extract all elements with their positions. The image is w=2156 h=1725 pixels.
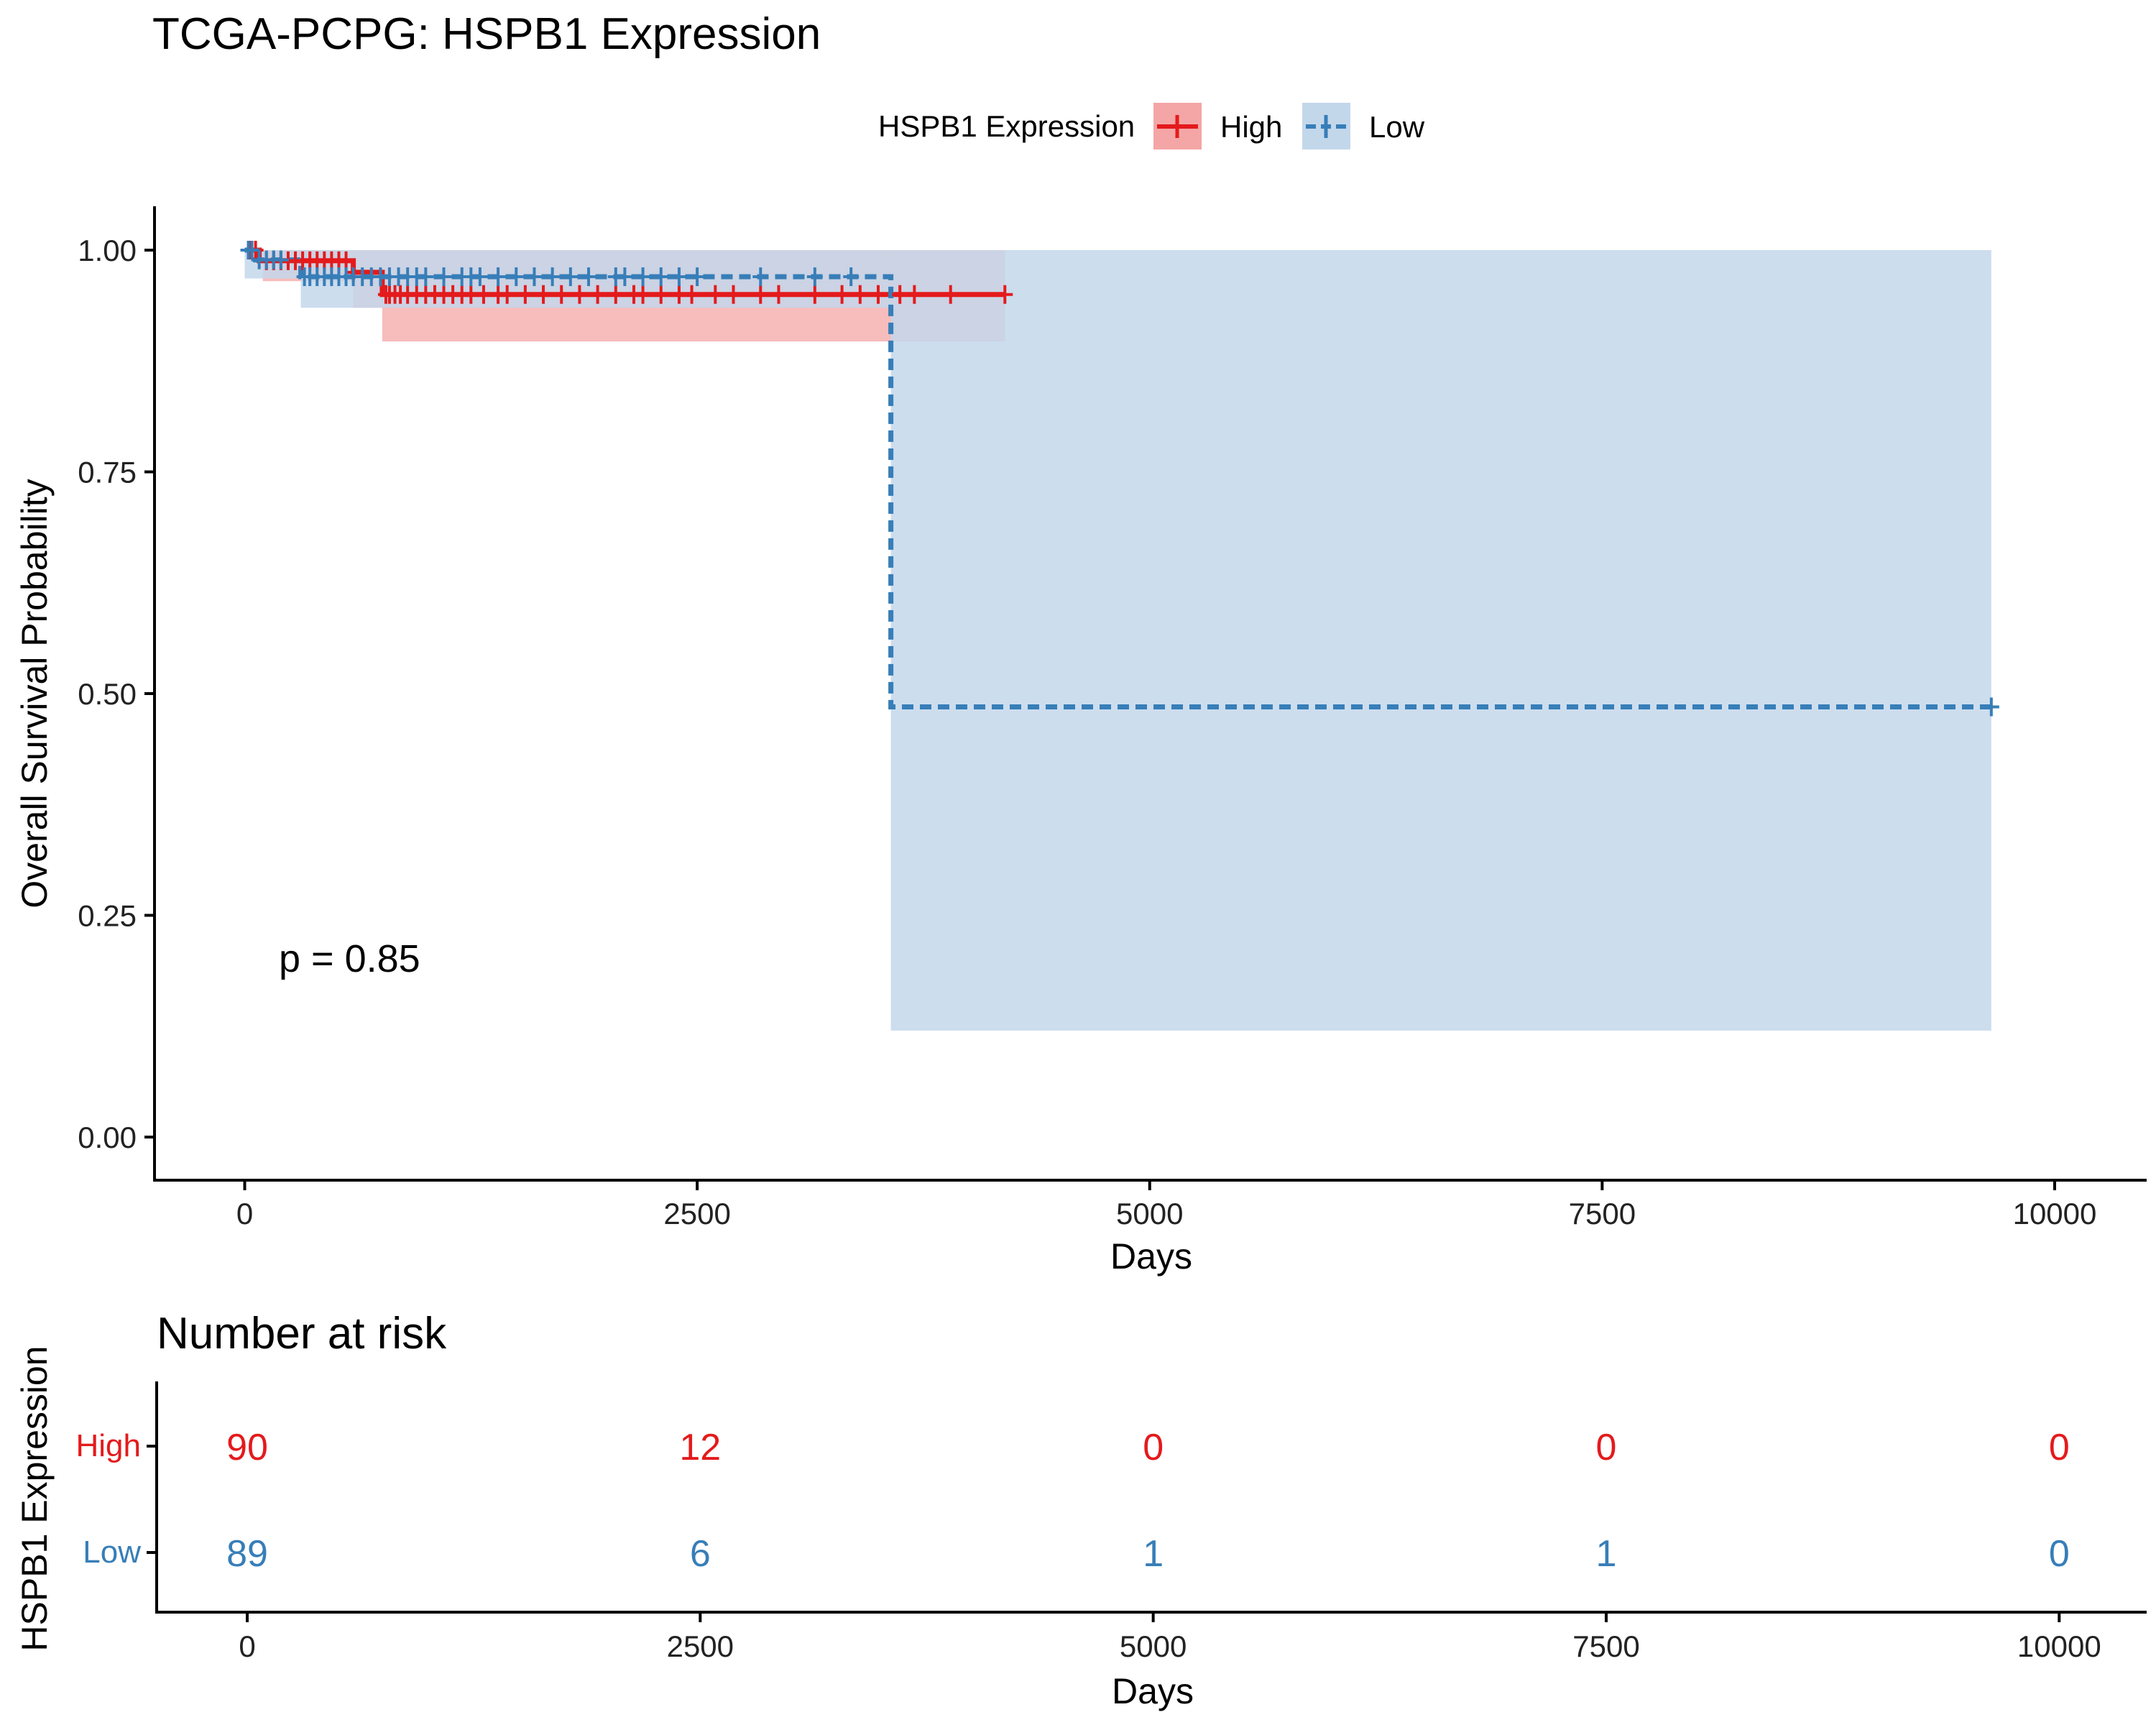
censor-mark-low-39 [806, 267, 823, 287]
censor-mark-low-1 [244, 241, 260, 259]
legend-key-high [1153, 103, 1202, 150]
censor-mark-high-50 [906, 285, 923, 304]
censor-mark-low-36 [671, 267, 687, 287]
risk-value-high-0: 90 [226, 1427, 268, 1468]
risk-value-high-3: 0 [1596, 1427, 1617, 1468]
risk-x-tick-label-2: 5000 [1120, 1629, 1187, 1663]
censor-mark-high-41 [707, 285, 724, 304]
censor-mark-high-47 [852, 285, 868, 304]
censor-mark-high-34 [589, 285, 606, 304]
censor-mark-high-52 [997, 285, 1013, 304]
censor-mark-high-40 [683, 285, 700, 304]
censor-mark-high-29 [499, 285, 515, 304]
chart-title: TCGA-PCPG: HSPB1 Expression [152, 9, 821, 59]
risk-x-tick-label-1: 2500 [667, 1629, 734, 1663]
y-axis-label: Overall Survival Probability [14, 479, 55, 908]
risk-y-axis-label: HSPB1 Expression [14, 1346, 55, 1651]
risk-value-low-0: 89 [226, 1533, 268, 1575]
risk-row-label-low: Low [83, 1535, 141, 1570]
y-tick-label-0: 0.00 [78, 1121, 137, 1154]
censor-mark-high-38 [653, 285, 669, 304]
y-ticks: 0.00 0.25 0.50 0.75 1.00 [78, 234, 155, 1154]
risk-value-low-3: 1 [1596, 1533, 1617, 1575]
censor-mark-low-25 [471, 267, 488, 287]
risk-row-labels: High Low [76, 1428, 157, 1570]
censor-mark-low-37 [689, 267, 706, 287]
censor-mark-low-40 [843, 267, 860, 287]
risk-row-label-high: High [76, 1428, 142, 1463]
censor-mark-low-35 [653, 267, 669, 287]
legend-label-low: Low [1369, 110, 1425, 144]
censor-mark-high-30 [517, 285, 533, 304]
risk-x-ticks: 0 2500 5000 7500 10000 [239, 1612, 2101, 1663]
censor-mark-high-51 [942, 285, 959, 304]
ci-band-low-3 [890, 250, 1991, 1031]
x-tick-label-1: 2500 [663, 1197, 730, 1230]
x-ticks: 0 2500 5000 7500 10000 [236, 1180, 2097, 1230]
censor-mark-high-48 [870, 285, 886, 304]
risk-value-high-4: 0 [2049, 1427, 2070, 1468]
x-tick-label-0: 0 [236, 1197, 253, 1230]
risk-value-low-1: 6 [690, 1533, 711, 1575]
censor-mark-high-37 [635, 285, 651, 304]
censor-mark-high-45 [806, 285, 823, 304]
censor-mark-high-33 [571, 285, 588, 304]
legend-title: HSPB1 Expression [878, 109, 1135, 143]
censor-mark-high-31 [535, 285, 552, 304]
y-tick-label-1: 0.25 [78, 899, 137, 933]
risk-value-low-2: 1 [1143, 1533, 1164, 1575]
risk-value-high-1: 12 [679, 1427, 721, 1468]
censor-mark-high-27 [475, 285, 492, 304]
censor-mark-low-22 [436, 267, 452, 287]
risk-x-axis-label: Days [1112, 1671, 1194, 1711]
censor-mark-low-33 [617, 267, 633, 287]
censor-mark-low-38 [752, 267, 769, 287]
censor-mark-high-32 [553, 285, 570, 304]
y-tick-label-3: 0.75 [78, 456, 137, 489]
censor-mark-high-43 [752, 285, 769, 304]
x-tick-label-3: 7500 [1569, 1197, 1636, 1230]
censor-mark-low-26 [490, 267, 507, 287]
censor-mark-low-21 [418, 267, 434, 287]
censor-mark-low-5 [272, 250, 289, 270]
censor-mark-low-34 [635, 267, 651, 287]
p-value-annotation: p = 0.85 [279, 937, 420, 980]
censor-marks [240, 241, 1999, 717]
x-tick-label-2: 5000 [1116, 1197, 1183, 1230]
censor-mark-high-44 [770, 285, 787, 304]
legend-key-low [1302, 103, 1350, 150]
risk-x-tick-label-4: 10000 [2017, 1629, 2101, 1663]
risk-values: 90 12 0 0 0 89 6 1 1 0 [226, 1427, 2070, 1575]
risk-table-title: Number at risk [157, 1309, 447, 1358]
risk-x-tick-label-3: 7500 [1572, 1629, 1639, 1663]
censor-mark-low-30 [562, 267, 579, 287]
censor-mark-high-42 [725, 285, 742, 304]
legend-label-high: High [1220, 110, 1282, 144]
censor-mark-high-49 [892, 285, 908, 304]
x-tick-label-4: 10000 [2013, 1197, 2097, 1230]
risk-value-high-2: 0 [1143, 1427, 1164, 1468]
censor-mark-high-46 [834, 285, 850, 304]
censor-mark-high-13 [338, 251, 354, 270]
y-tick-label-4: 1.00 [78, 234, 137, 267]
censor-mark-low-29 [544, 267, 561, 287]
ci-bands [244, 250, 1991, 1031]
censor-mark-high-35 [607, 285, 624, 304]
censor-mark-low-31 [581, 267, 597, 287]
x-axis-label: Days [1110, 1236, 1192, 1276]
y-tick-label-2: 0.50 [78, 677, 137, 711]
risk-value-low-4: 0 [2049, 1533, 2070, 1575]
legend: HSPB1 Expression High Low [878, 103, 1425, 150]
censor-mark-low-27 [508, 267, 525, 287]
censor-mark-low-41 [1983, 697, 1999, 717]
risk-x-tick-label-0: 0 [239, 1629, 255, 1663]
censor-mark-low-28 [526, 267, 543, 287]
